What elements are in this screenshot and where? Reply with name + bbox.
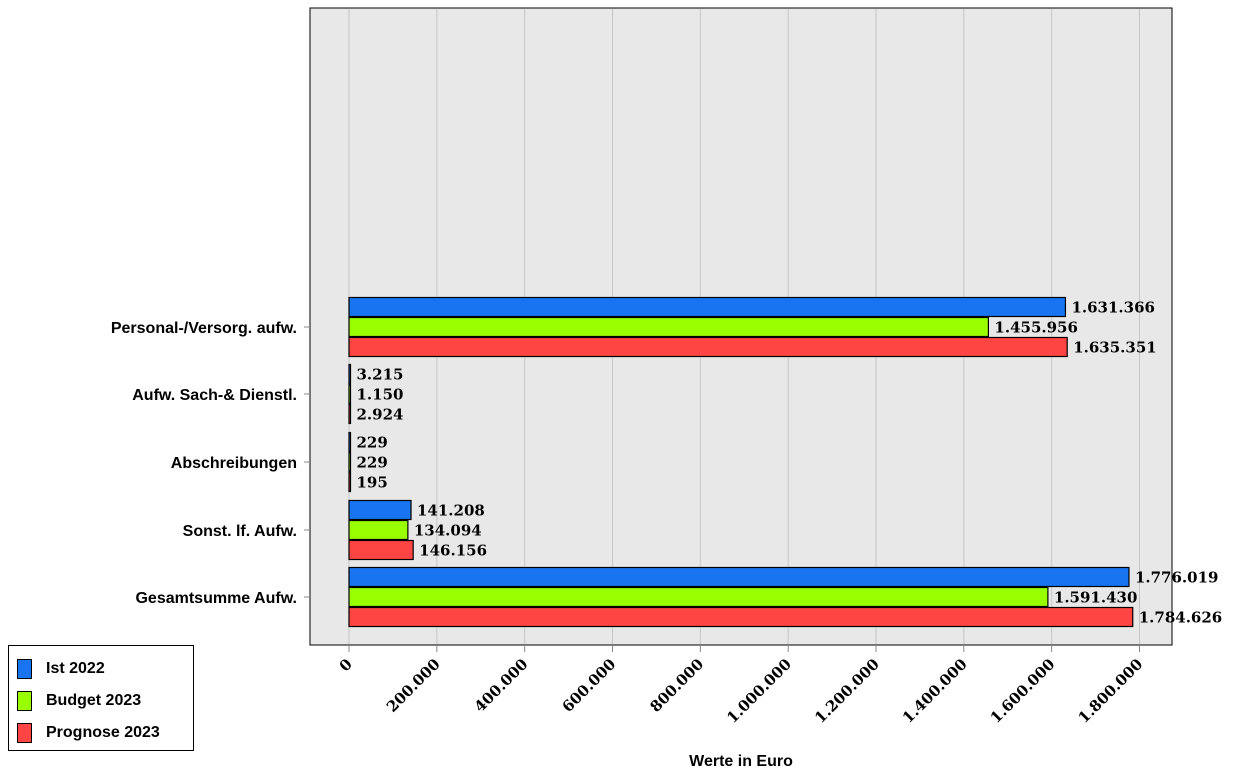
bar — [348, 383, 352, 405]
legend-swatch-budget-2023 — [17, 691, 32, 711]
legend-swatch-prognose-2023 — [17, 723, 32, 743]
x-tick-label: 1.800.000 — [1075, 655, 1147, 727]
data-label: 1.591.430 — [1054, 589, 1138, 607]
value-labels: 1.631.366 1.455.956 1.635.351 3.215 1.150 2.9… — [357, 299, 1223, 627]
bar — [348, 451, 352, 473]
bars — [348, 296, 1134, 628]
legend-swatch-ist-2022 — [17, 659, 32, 679]
x-tick-label: 600.000 — [559, 655, 620, 716]
x-axis-ticks: 0 200.000 400.000 600.000 800.000 1.000.000 1.… — [336, 645, 1147, 727]
bar — [348, 499, 412, 521]
category-labels: Personal-/Versorg. aufw. Aufw. Sach-& Die… — [111, 320, 310, 607]
data-label: 229 — [357, 434, 388, 452]
bar — [348, 586, 1049, 608]
category-label: Personal-/Versorg. aufw. — [111, 320, 297, 337]
x-tick-label: 0 — [336, 655, 356, 675]
bar — [348, 403, 352, 425]
x-tick-label: 400.000 — [471, 655, 532, 716]
data-label: 229 — [357, 454, 388, 472]
legend-label: Prognose 2023 — [46, 724, 160, 741]
data-label: 146.156 — [419, 542, 487, 560]
bar — [348, 316, 990, 338]
data-label: 3.215 — [357, 366, 404, 384]
x-tick-label: 1.400.000 — [899, 655, 971, 727]
x-tick-label: 1.200.000 — [811, 655, 883, 727]
bar — [348, 606, 1134, 628]
legend-label: Budget 2023 — [46, 692, 142, 709]
data-label: 141.208 — [417, 502, 485, 520]
category-label: Aufw. Sach-& Dienstl. — [132, 387, 297, 404]
bar — [348, 519, 409, 541]
legend-label: Ist 2022 — [46, 660, 105, 677]
category-label: Sonst. lf. Aufw. — [183, 523, 297, 540]
data-label: 134.094 — [414, 522, 482, 540]
data-label: 1.150 — [357, 386, 404, 404]
x-tick-label: 1.600.000 — [987, 655, 1059, 727]
bar — [348, 296, 1067, 318]
legend: Ist 2022 Budget 2023 Prognose 2023 — [8, 645, 194, 751]
bar — [348, 471, 352, 493]
data-label: 1.776.019 — [1135, 569, 1219, 587]
bar — [348, 566, 1130, 588]
data-label: 1.455.956 — [994, 319, 1078, 337]
bar — [348, 336, 1068, 358]
bar — [348, 363, 352, 385]
x-axis-title: Werte in Euro — [689, 753, 793, 770]
data-label: 2.924 — [357, 406, 404, 424]
x-tick-label: 1.000.000 — [723, 655, 795, 727]
data-label: 195 — [357, 474, 388, 492]
x-tick-label: 200.000 — [383, 655, 444, 716]
category-label: Gesamtsumme Aufw. — [135, 590, 297, 607]
legend-item-prognose-2023: Prognose 2023 — [17, 717, 193, 749]
category-label: Abschreibungen — [171, 455, 297, 472]
legend-item-ist-2022: Ist 2022 — [17, 653, 193, 685]
bar — [348, 539, 414, 561]
data-label: 1.784.626 — [1139, 609, 1223, 627]
data-label: 1.631.366 — [1071, 299, 1155, 317]
data-label: 1.635.351 — [1073, 339, 1157, 357]
bar — [348, 431, 352, 453]
legend-item-budget-2023: Budget 2023 — [17, 685, 193, 717]
x-tick-label: 800.000 — [646, 655, 707, 716]
